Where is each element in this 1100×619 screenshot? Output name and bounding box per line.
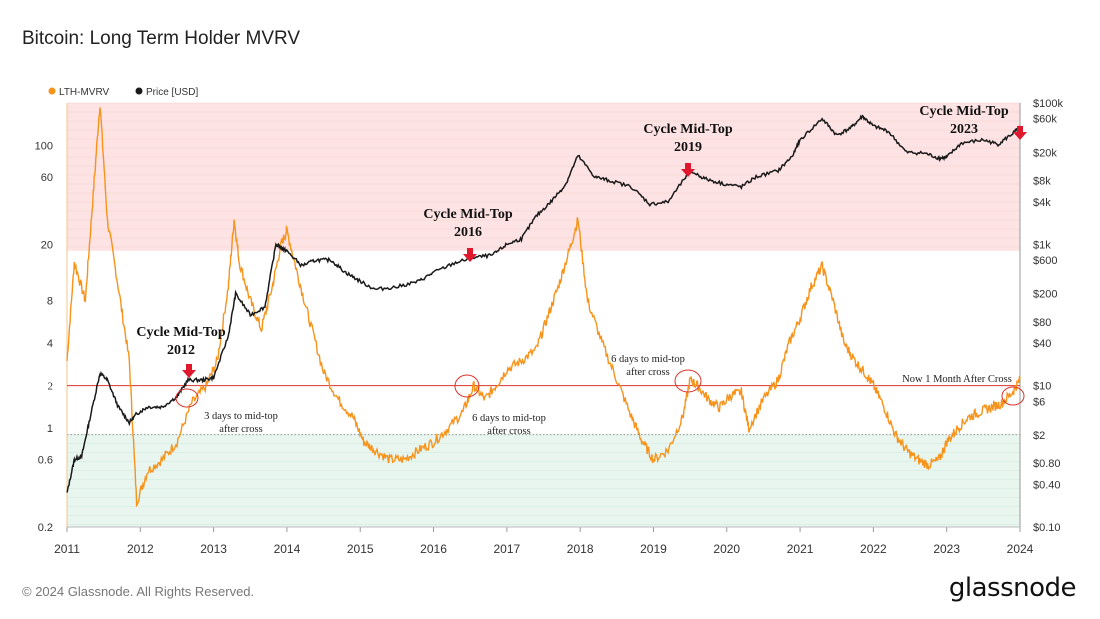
x-tick-label: 2012 [127, 542, 154, 556]
annotation-mid-top-2023: Cycle Mid-Top [919, 104, 1009, 119]
cross-circle-marker [674, 369, 702, 393]
right-tick-label: $8k [1033, 176, 1051, 188]
legend-dot-price [135, 87, 143, 95]
annotation-mid-top-2019: 2019 [674, 140, 702, 155]
annotation-days-2019: after cross [626, 367, 669, 378]
right-tick-label: $6 [1033, 396, 1045, 408]
right-tick-label: $0.80 [1033, 458, 1061, 470]
x-tick-label: 2016 [420, 542, 447, 556]
legend-label-price: Price [USD] [146, 87, 198, 98]
right-tick-label: $20k [1033, 147, 1057, 159]
x-tick-label: 2015 [347, 542, 374, 556]
right-tick-label: $4k [1033, 197, 1051, 209]
cross-circle-marker [175, 388, 199, 408]
cross-circle-marker [454, 374, 480, 398]
mid-top-arrow-marker [182, 364, 196, 378]
x-tick-label: 2013 [200, 542, 227, 556]
copyright-text: © 2024 Glassnode. All Rights Reserved. [22, 584, 255, 599]
annotation-mid-top-2019: Cycle Mid-Top [643, 122, 733, 137]
x-tick-label: 2018 [567, 542, 594, 556]
annotation-mid-top-2012: 2012 [167, 343, 195, 358]
annotation-mid-top-2012: Cycle Mid-Top [136, 325, 226, 340]
right-tick-label: $200 [1033, 289, 1057, 301]
right-tick-label: $0.40 [1033, 479, 1061, 491]
right-tick-label: $40 [1033, 338, 1051, 350]
mid-top-arrow-marker [681, 163, 695, 177]
left-tick-label: 1 [47, 423, 53, 435]
legend-label-lth-mvrv: LTH-MVRV [59, 87, 110, 98]
annotation-days-2012: after cross [219, 424, 262, 435]
left-tick-label: 0.2 [38, 522, 53, 534]
right-tick-label: $100k [1033, 98, 1063, 110]
annotation-mid-top-2023: 2023 [950, 122, 978, 137]
annotation-days-2016: after cross [487, 426, 530, 437]
x-tick-label: 2019 [640, 542, 667, 556]
right-tick-label: $2 [1033, 430, 1045, 442]
right-tick-label: $60k [1033, 114, 1057, 126]
left-tick-label: 0.6 [38, 455, 53, 467]
left-tick-label: 2 [48, 381, 54, 393]
mid-top-arrow-marker [463, 248, 477, 262]
right-tick-label: $10 [1033, 381, 1051, 393]
x-tick-label: 2022 [860, 542, 887, 556]
left-tick-label: 4 [47, 338, 53, 350]
price-line [66, 114, 1021, 493]
annotation-mid-top-2016: Cycle Mid-Top [423, 207, 513, 222]
annotation-now: Now 1 Month After Cross [902, 374, 1012, 385]
x-tick-label: 2021 [787, 542, 814, 556]
left-tick-label: 8 [47, 296, 53, 308]
x-tick-label: 2011 [54, 542, 80, 556]
x-tick-label: 2024 [1007, 542, 1034, 556]
green-zone [67, 434, 1020, 527]
legend-dot-lth-mvrv [48, 87, 56, 95]
right-tick-label: $1k [1033, 239, 1051, 251]
right-tick-label: $600 [1033, 255, 1057, 267]
annotation-days-2019: 6 days to mid-top [611, 354, 685, 365]
glassnode-logo: glassnode [948, 573, 1077, 603]
right-tick-label: $80 [1033, 317, 1051, 329]
lth-mvrv-line [66, 107, 1021, 508]
x-tick-label: 2014 [274, 542, 301, 556]
chart-title: Bitcoin: Long Term Holder MVRV [22, 28, 301, 49]
right-tick-label: $0.10 [1033, 522, 1061, 534]
annotation-mid-top-2016: 2016 [454, 225, 482, 240]
left-tick-label: 100 [35, 141, 53, 153]
annotation-days-2012: 3 days to mid-top [204, 411, 278, 422]
cross-circle-marker [1001, 386, 1025, 406]
x-tick-label: 2017 [493, 542, 520, 556]
annotation-days-2016: 6 days to mid-top [472, 413, 546, 424]
x-tick-label: 2020 [713, 542, 740, 556]
left-tick-label: 60 [41, 172, 53, 184]
red-zone [67, 103, 1020, 251]
left-tick-label: 20 [41, 239, 53, 251]
mid-top-arrow-marker [1013, 126, 1027, 140]
x-tick-label: 2023 [933, 542, 960, 556]
